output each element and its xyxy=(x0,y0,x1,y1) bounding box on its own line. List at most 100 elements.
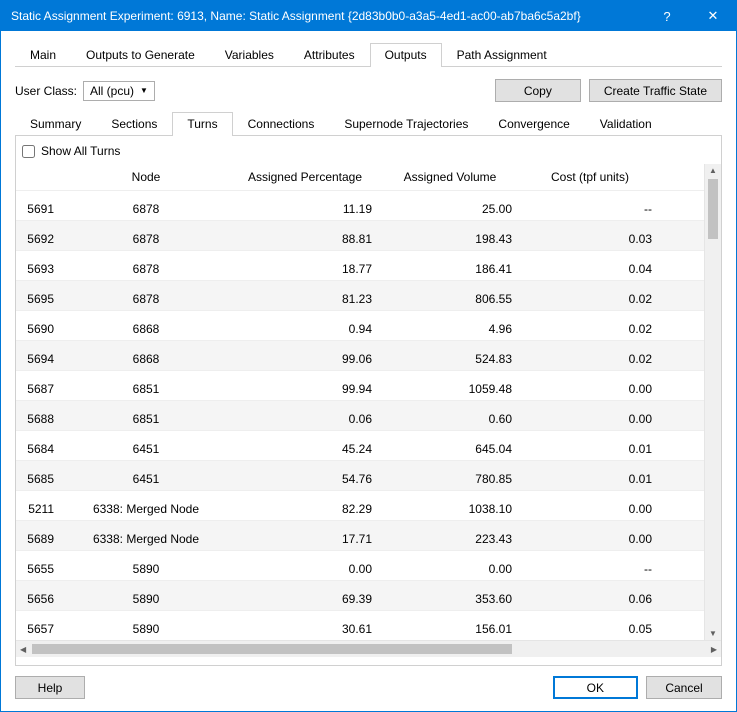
create-traffic-state-button[interactable]: Create Traffic State xyxy=(589,79,722,102)
scroll-down-icon[interactable]: ▼ xyxy=(709,627,717,640)
cell-assigned-percentage: 0.94 xyxy=(230,322,380,340)
tab-outputs-to-generate[interactable]: Outputs to Generate xyxy=(71,43,210,67)
table-row[interactable]: 568868510.060.600.00 xyxy=(16,400,704,430)
titlebar: Static Assignment Experiment: 6913, Name… xyxy=(1,1,736,31)
tab-path-assignment[interactable]: Path Assignment xyxy=(442,43,562,67)
tab-main[interactable]: Main xyxy=(15,43,71,67)
close-icon[interactable]: ✕ xyxy=(690,1,736,31)
cell-cost: -- xyxy=(520,202,660,220)
show-all-row: Show All Turns xyxy=(15,136,722,164)
cell-assigned-percentage: 69.39 xyxy=(230,592,380,610)
vertical-scrollbar[interactable]: ▲ ▼ xyxy=(704,164,721,640)
cell-cost: 0.06 xyxy=(520,592,660,610)
cell-assigned-percentage: 82.29 xyxy=(230,502,380,520)
table-row[interactable]: 5687685199.941059.480.00 xyxy=(16,370,704,400)
cell-assigned-percentage: 30.61 xyxy=(230,622,380,640)
table-container: Node Assigned Percentage Assigned Volume… xyxy=(15,164,722,666)
subtab-sections[interactable]: Sections xyxy=(96,112,172,136)
table-row[interactable]: 5694686899.06524.830.02 xyxy=(16,340,704,370)
data-grid: Node Assigned Percentage Assigned Volume… xyxy=(16,164,721,665)
col-assigned-percentage[interactable]: Assigned Percentage xyxy=(230,164,380,190)
subtab-turns[interactable]: Turns xyxy=(172,112,232,136)
cell-node: 6868 xyxy=(62,322,230,340)
userclass-value: All (pcu) xyxy=(90,84,134,98)
userclass-dropdown[interactable]: All (pcu) ▼ xyxy=(83,81,155,101)
cell-node: 5890 xyxy=(62,562,230,580)
cell-cost: -- xyxy=(520,562,660,580)
cell-node: 6878 xyxy=(62,232,230,250)
table-body: 5691687811.1925.00--5692687888.81198.430… xyxy=(16,190,704,640)
cancel-button[interactable]: Cancel xyxy=(646,676,722,699)
ok-button[interactable]: OK xyxy=(553,676,638,699)
tab-attributes[interactable]: Attributes xyxy=(289,43,370,67)
copy-button[interactable]: Copy xyxy=(495,79,581,102)
cell-id: 5694 xyxy=(16,351,62,370)
subtab-summary[interactable]: Summary xyxy=(15,112,96,136)
chevron-down-icon: ▼ xyxy=(140,86,148,95)
cell-assigned-percentage: 18.77 xyxy=(230,262,380,280)
cell-node: 6878 xyxy=(62,262,230,280)
table-row[interactable]: 569068680.944.960.02 xyxy=(16,310,704,340)
show-all-checkbox[interactable] xyxy=(22,145,35,158)
table-row[interactable]: 5656589069.39353.600.06 xyxy=(16,580,704,610)
cell-assigned-volume: 223.43 xyxy=(380,532,520,550)
scroll-thumb-v[interactable] xyxy=(708,179,718,239)
table-row[interactable]: 5657589030.61156.010.05 xyxy=(16,610,704,640)
main-tabs: MainOutputs to GenerateVariablesAttribut… xyxy=(15,43,722,67)
table-row[interactable]: 5685645154.76780.850.01 xyxy=(16,460,704,490)
cell-id: 5689 xyxy=(16,531,62,550)
col-id[interactable] xyxy=(16,178,62,190)
tab-variables[interactable]: Variables xyxy=(210,43,289,67)
cell-node: 5890 xyxy=(62,592,230,610)
help-button[interactable]: Help xyxy=(15,676,85,699)
cell-cost: 0.00 xyxy=(520,382,660,400)
subtab-connections[interactable]: Connections xyxy=(233,112,330,136)
cell-node: 6878 xyxy=(62,202,230,220)
table-row[interactable]: 5693687818.77186.410.04 xyxy=(16,250,704,280)
cell-assigned-volume: 156.01 xyxy=(380,622,520,640)
cell-assigned-volume: 806.55 xyxy=(380,292,520,310)
cell-assigned-volume: 198.43 xyxy=(380,232,520,250)
table-row[interactable]: 5692687888.81198.430.03 xyxy=(16,220,704,250)
col-assigned-volume[interactable]: Assigned Volume xyxy=(380,164,520,190)
cell-node: 6851 xyxy=(62,412,230,430)
table-row[interactable]: 56896338: Merged Node17.71223.430.00 xyxy=(16,520,704,550)
cell-node: 6338: Merged Node xyxy=(62,502,230,520)
cell-assigned-volume: 645.04 xyxy=(380,442,520,460)
cell-assigned-volume: 0.60 xyxy=(380,412,520,430)
cell-assigned-percentage: 99.94 xyxy=(230,382,380,400)
subtab-convergence[interactable]: Convergence xyxy=(483,112,584,136)
cell-assigned-percentage: 81.23 xyxy=(230,292,380,310)
help-icon[interactable]: ? xyxy=(644,1,690,31)
cell-cost: 0.04 xyxy=(520,262,660,280)
window-title: Static Assignment Experiment: 6913, Name… xyxy=(11,9,644,23)
table-row[interactable]: 565558900.000.00-- xyxy=(16,550,704,580)
cell-id: 5656 xyxy=(16,591,62,610)
scroll-left-icon[interactable]: ◀ xyxy=(16,645,30,654)
col-node[interactable]: Node xyxy=(62,164,230,190)
cell-cost: 0.00 xyxy=(520,532,660,550)
show-all-label: Show All Turns xyxy=(41,144,120,158)
cell-cost: 0.01 xyxy=(520,442,660,460)
table-row[interactable]: 5695687881.23806.550.02 xyxy=(16,280,704,310)
cell-id: 5693 xyxy=(16,261,62,280)
scroll-up-icon[interactable]: ▲ xyxy=(709,164,717,177)
horizontal-scrollbar[interactable]: ◀ ▶ xyxy=(16,640,721,657)
subtab-validation[interactable]: Validation xyxy=(585,112,667,136)
cell-cost: 0.01 xyxy=(520,472,660,490)
cell-assigned-volume: 780.85 xyxy=(380,472,520,490)
scroll-thumb-h[interactable] xyxy=(32,644,512,654)
tab-outputs[interactable]: Outputs xyxy=(370,43,442,67)
subtab-supernode-trajectories[interactable]: Supernode Trajectories xyxy=(329,112,483,136)
userclass-label: User Class: xyxy=(15,84,77,98)
cell-node: 6451 xyxy=(62,442,230,460)
cell-node: 6878 xyxy=(62,292,230,310)
cell-id: 5695 xyxy=(16,291,62,310)
table-row[interactable]: 5684645145.24645.040.01 xyxy=(16,430,704,460)
cell-node: 5890 xyxy=(62,622,230,640)
table-row[interactable]: 52116338: Merged Node82.291038.100.00 xyxy=(16,490,704,520)
col-cost[interactable]: Cost (tpf units) xyxy=(520,164,660,190)
table-row[interactable]: 5691687811.1925.00-- xyxy=(16,190,704,220)
userclass-row: User Class: All (pcu) ▼ Copy Create Traf… xyxy=(15,79,722,102)
scroll-right-icon[interactable]: ▶ xyxy=(707,645,721,654)
